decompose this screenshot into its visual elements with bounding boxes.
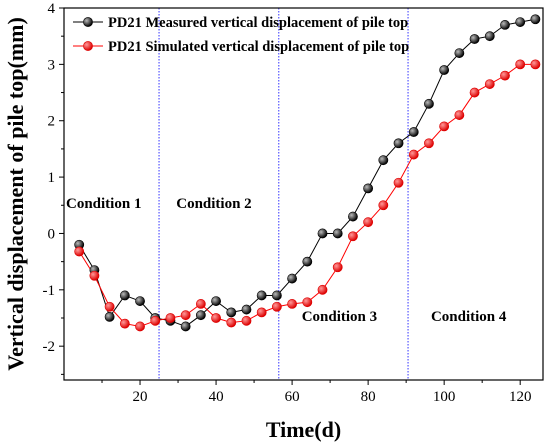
data-point-series2 xyxy=(256,307,267,318)
legend-label-simulated: PD21 Simulated vertical displacement of … xyxy=(108,39,409,55)
data-point-series1 xyxy=(332,228,343,239)
y-tick-label: -2 xyxy=(43,339,56,355)
data-point-series1 xyxy=(317,228,328,239)
condition-label-2: Condition 2 xyxy=(176,196,251,212)
data-point-series2 xyxy=(317,284,328,295)
data-point-series1 xyxy=(256,290,267,301)
y-tick-label: -1 xyxy=(43,283,56,299)
data-point-series2 xyxy=(378,200,389,211)
condition-label-4: Condition 4 xyxy=(431,309,507,325)
data-point-series2 xyxy=(515,59,526,70)
data-point-series2 xyxy=(165,313,176,323)
legend-marker-simulated xyxy=(83,41,93,51)
data-point-series1 xyxy=(515,17,526,27)
data-point-series1 xyxy=(195,310,206,321)
data-point-series1 xyxy=(135,296,145,306)
data-point-series1 xyxy=(469,34,480,44)
legend-marker-measured xyxy=(83,17,93,27)
data-point-series1 xyxy=(104,311,115,322)
data-point-series2 xyxy=(302,297,313,308)
data-point-series2 xyxy=(393,177,404,188)
y-tick-label: 4 xyxy=(48,1,56,17)
y-tick-label: 2 xyxy=(48,114,56,130)
annotations: Condition 1 Condition 2 Condition 3 Conditi… xyxy=(66,196,507,325)
series-line-2 xyxy=(78,63,536,327)
data-point-series1 xyxy=(287,273,297,284)
data-point-series2 xyxy=(530,59,541,70)
data-point-series2 xyxy=(500,70,510,81)
data-point-series2 xyxy=(454,110,465,120)
data-point-series2 xyxy=(439,121,450,132)
data-point-series1 xyxy=(378,155,389,166)
x-tick-label: 20 xyxy=(133,389,148,405)
data-point-series2 xyxy=(74,246,85,257)
data-point-series1 xyxy=(408,127,419,137)
data-point-series2 xyxy=(408,149,419,160)
data-point-series1 xyxy=(271,290,282,301)
ticks: 20 40 60 80 100 120 -2 -1 0 1 2 3 4 xyxy=(43,1,532,405)
data-point-series2 xyxy=(195,299,206,309)
data-point-series1 xyxy=(530,14,541,25)
data-point-series2 xyxy=(226,317,237,328)
data-point-series2 xyxy=(135,321,145,332)
data-point-series1 xyxy=(439,65,450,75)
data-point-series2 xyxy=(287,299,297,309)
data-point-series1 xyxy=(180,321,191,332)
legend-label-measured: PD21 Measured vertical displacement of p… xyxy=(108,15,408,31)
y-tick-label: 3 xyxy=(48,57,56,73)
data-point-series2 xyxy=(119,318,130,329)
x-tick-label: 80 xyxy=(361,389,376,405)
data-point-series1 xyxy=(348,211,358,222)
data-point-series1 xyxy=(484,31,495,42)
data-point-series2 xyxy=(363,217,374,228)
data-point-series1 xyxy=(500,20,510,30)
series-layer xyxy=(74,14,541,332)
condition-label-3: Condition 3 xyxy=(302,309,377,325)
data-point-series2 xyxy=(271,301,282,312)
condition-label-1: Condition 1 xyxy=(66,196,141,212)
x-tick-label: 40 xyxy=(209,389,224,405)
y-axis-title: Vertical displacement of pile top(mm) xyxy=(3,17,28,371)
data-point-series1 xyxy=(226,307,237,318)
data-point-series1 xyxy=(393,138,404,149)
data-point-series1 xyxy=(302,256,313,267)
data-point-series2 xyxy=(424,138,434,149)
data-point-series1 xyxy=(454,48,465,58)
data-point-series2 xyxy=(469,87,480,98)
data-point-series2 xyxy=(180,310,191,321)
data-point-series2 xyxy=(150,315,161,326)
data-point-series1 xyxy=(424,98,434,109)
x-tick-label: 120 xyxy=(509,389,532,405)
data-point-series1 xyxy=(363,183,374,194)
data-point-series2 xyxy=(348,231,358,242)
data-point-series1 xyxy=(119,290,130,301)
data-point-series2 xyxy=(89,270,100,281)
x-tick-label: 60 xyxy=(285,389,300,405)
data-point-series1 xyxy=(241,304,252,315)
data-point-series2 xyxy=(211,313,221,323)
data-point-series2 xyxy=(484,79,495,89)
axes xyxy=(63,7,544,381)
x-tick-label: 100 xyxy=(433,389,456,405)
y-tick-label: 0 xyxy=(48,226,56,242)
data-point-series2 xyxy=(241,315,252,326)
plot-frame xyxy=(63,7,544,381)
data-point-series2 xyxy=(332,262,343,273)
data-point-series1 xyxy=(211,296,221,306)
data-point-series2 xyxy=(104,301,115,312)
x-axis-title: Time(d) xyxy=(266,417,341,442)
series-line-1 xyxy=(78,18,536,328)
legend: PD21 Measured vertical displacement of p… xyxy=(73,15,409,55)
y-tick-label: 1 xyxy=(48,170,56,186)
